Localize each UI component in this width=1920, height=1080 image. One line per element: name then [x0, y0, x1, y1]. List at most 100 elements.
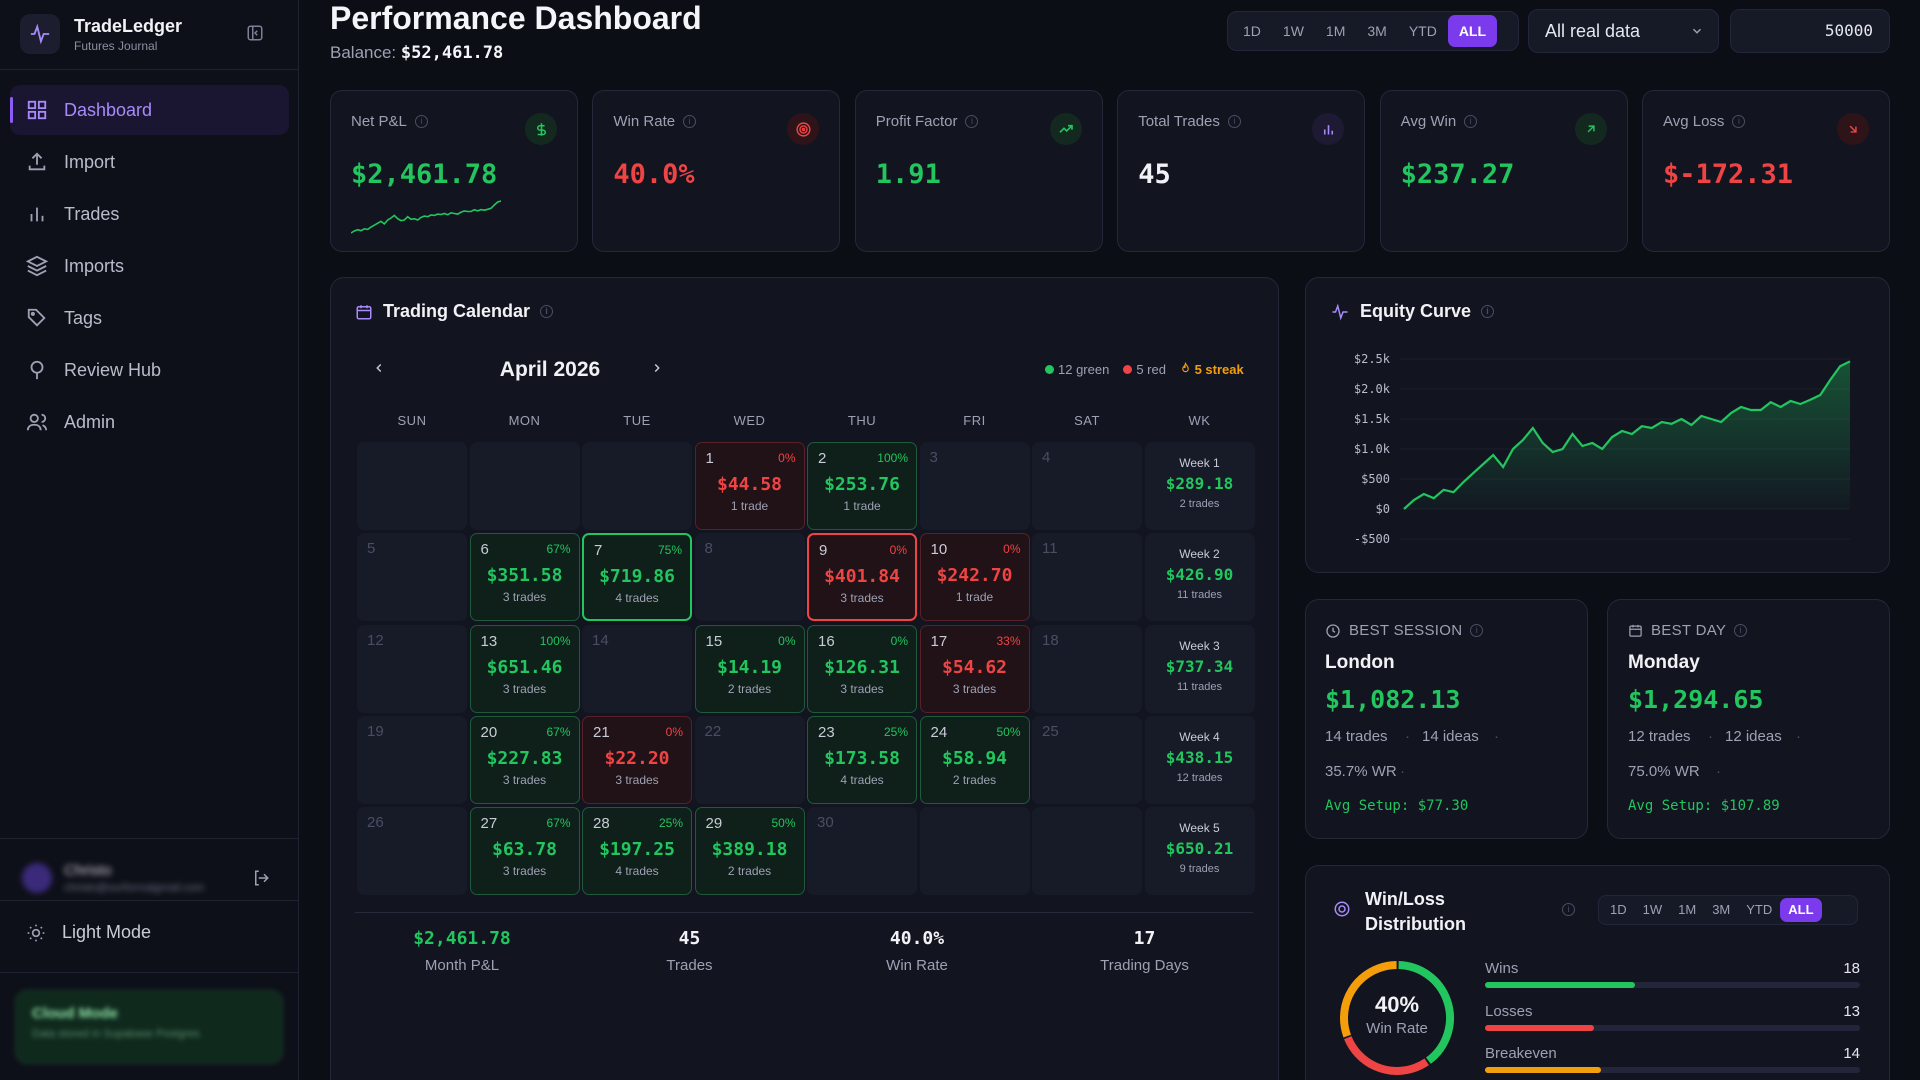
calendar-day[interactable]: 29 50% $389.18 2 trades	[694, 807, 805, 896]
day-win-rate: 75%	[657, 543, 682, 558]
sidebar-item-dashboard[interactable]: Dashboard	[10, 85, 289, 135]
calendar-day[interactable]: 13 100% $651.46 3 trades	[469, 624, 580, 713]
sidebar-item-tags[interactable]: Tags	[10, 293, 289, 343]
starting-balance-input[interactable]: 50000	[1730, 9, 1890, 53]
range-btn-all[interactable]: ALL	[1447, 15, 1498, 47]
day-pnl: $126.31	[824, 656, 900, 678]
calendar-day[interactable]: 6 67% $351.58 3 trades	[469, 533, 580, 622]
kpi-label-text: Win Rate	[613, 113, 676, 130]
day-number: 14	[592, 631, 609, 649]
net-pnl-sparkline	[350, 199, 502, 240]
sidebar-item-imports[interactable]: Imports	[10, 241, 289, 291]
day-number: 9	[819, 542, 828, 560]
wl-range-btn-1w[interactable]: 1W	[1642, 902, 1663, 917]
day-pnl: $651.46	[486, 656, 563, 678]
wl-range-btn-all[interactable]: ALL	[1780, 898, 1822, 922]
info-icon[interactable]: i	[1562, 903, 1575, 916]
wl-range-btn-3m[interactable]: 3M	[1712, 902, 1731, 917]
calendar-day[interactable]: 1 0% $44.58 1 trade	[694, 442, 805, 530]
info-icon[interactable]: i	[1734, 624, 1748, 637]
best-session-wr: 35.7% WR	[1325, 763, 1397, 780]
best-day-name: Monday	[1628, 652, 1700, 673]
info-icon[interactable]: i	[1464, 115, 1478, 128]
day-number: 15	[705, 632, 723, 650]
info-icon[interactable]: i	[683, 115, 697, 128]
sidebar-item-import[interactable]: Import	[10, 137, 289, 187]
day-win-rate: 0%	[778, 633, 796, 648]
info-icon[interactable]: i	[1732, 115, 1746, 128]
calendar-day: 18	[1032, 624, 1142, 713]
week-summary[interactable]: Week 4 $438.15 12 trades	[1144, 715, 1255, 804]
wl-range-btn-ytd[interactable]: YTD	[1746, 902, 1773, 917]
win-rate-donut	[1340, 961, 1454, 1075]
prev-month-button[interactable]	[372, 358, 386, 381]
info-icon[interactable]: i	[414, 115, 428, 128]
week-label: Week 5	[1179, 821, 1220, 836]
calendar-day[interactable]: 2 100% $253.76 1 trade	[807, 442, 917, 530]
sidebar-item-review-hub[interactable]: Review Hub	[10, 345, 289, 395]
calendar-day[interactable]: 20 67% $227.83 3 trades	[469, 715, 580, 804]
weekday-header: FRI	[963, 413, 986, 428]
legend-green: 12 green	[1045, 362, 1109, 377]
trading-calendar-label: Trading Calendar	[383, 301, 531, 321]
weekday-header: SAT	[1074, 413, 1100, 428]
user-profile[interactable]: Christo christo@ourformalgmail.com	[22, 858, 282, 898]
best-session-setup: Avg Setup: $77.30	[1325, 798, 1469, 814]
y-tick-label: $1.0k	[1354, 442, 1391, 456]
sidebar-divider	[0, 900, 299, 901]
week-trade-count: 2 trades	[1179, 498, 1220, 510]
day-number: 18	[1042, 631, 1059, 649]
week-summary[interactable]: Week 2 $426.90 11 trades	[1144, 533, 1255, 622]
day-trade-count: 4 trades	[840, 772, 884, 787]
info-icon[interactable]: i	[1227, 115, 1241, 128]
week-summary[interactable]: Week 3 $737.34 11 trades	[1144, 624, 1255, 713]
calendar-day[interactable]: 7 75% $719.86 4 trades	[582, 533, 692, 622]
donut-label: Win Rate	[1366, 1020, 1428, 1037]
range-btn-1m[interactable]: 1M	[1325, 23, 1346, 39]
week-trade-count: 9 trades	[1179, 863, 1220, 876]
week-summary[interactable]: Week 5 $650.21 9 trades	[1144, 807, 1255, 896]
sidebar-collapse-icon[interactable]	[246, 24, 268, 46]
calendar-day[interactable]: 27 67% $63.78 3 trades	[469, 807, 580, 896]
day-pnl: $197.25	[599, 839, 675, 861]
data-source-select[interactable]: All real data	[1528, 9, 1719, 53]
sidebar-item-admin[interactable]: Admin	[10, 397, 289, 447]
day-pnl: $253.76	[824, 474, 900, 495]
info-icon[interactable]: i	[540, 305, 554, 318]
calendar-day[interactable]: 17 33% $54.62 3 trades	[919, 624, 1030, 713]
calendar-day[interactable]: 9 0% $401.84 3 trades	[807, 533, 917, 622]
logout-icon[interactable]	[252, 869, 272, 889]
range-btn-1d[interactable]: 1D	[1243, 23, 1261, 39]
calendar-day[interactable]: 21 0% $22.20 3 trades	[582, 715, 692, 804]
calendar-day[interactable]: 28 25% $197.25 4 trades	[582, 807, 692, 896]
summary-label: Trades	[666, 957, 713, 974]
range-btn-3m[interactable]: 3M	[1367, 23, 1387, 39]
distribution-row-wins: Wins 18	[1485, 960, 1860, 988]
calendar-day: 22	[694, 715, 805, 804]
day-pnl: $173.58	[824, 747, 900, 769]
info-icon[interactable]: i	[1481, 305, 1495, 318]
day-number: 30	[817, 814, 834, 832]
range-btn-ytd[interactable]: YTD	[1408, 23, 1437, 39]
light-mode-toggle[interactable]: Light Mode	[26, 922, 151, 943]
calendar-day[interactable]: 15 0% $14.19 2 trades	[694, 624, 805, 713]
next-month-button[interactable]	[650, 358, 664, 381]
day-number: 28	[593, 815, 610, 833]
week-summary[interactable]: Week 1 $289.18 2 trades	[1144, 442, 1255, 530]
calendar-day[interactable]: 24 50% $58.94 2 trades	[919, 715, 1030, 804]
brand[interactable]: TradeLedger Futures Journal	[20, 14, 182, 54]
range-btn-1w[interactable]: 1W	[1282, 23, 1304, 39]
best-session-header: BEST SESSION i	[1325, 622, 1484, 639]
info-icon[interactable]: i	[965, 115, 979, 128]
calendar-day[interactable]: 10 0% $242.70 1 trade	[919, 533, 1030, 622]
month-summary-item: 45 Trades	[590, 928, 790, 974]
info-icon[interactable]: i	[1470, 624, 1484, 637]
sidebar-item-trades[interactable]: Trades	[10, 189, 289, 239]
tag-icon	[27, 308, 46, 327]
wl-range-btn-1d[interactable]: 1D	[1610, 902, 1627, 917]
wl-range-btn-1m[interactable]: 1M	[1678, 902, 1697, 917]
calendar-day[interactable]: 23 25% $173.58 4 trades	[807, 715, 917, 804]
summary-value: 45	[678, 928, 701, 949]
week-label: Week 3	[1179, 638, 1220, 653]
calendar-day[interactable]: 16 0% $126.31 3 trades	[807, 624, 917, 713]
